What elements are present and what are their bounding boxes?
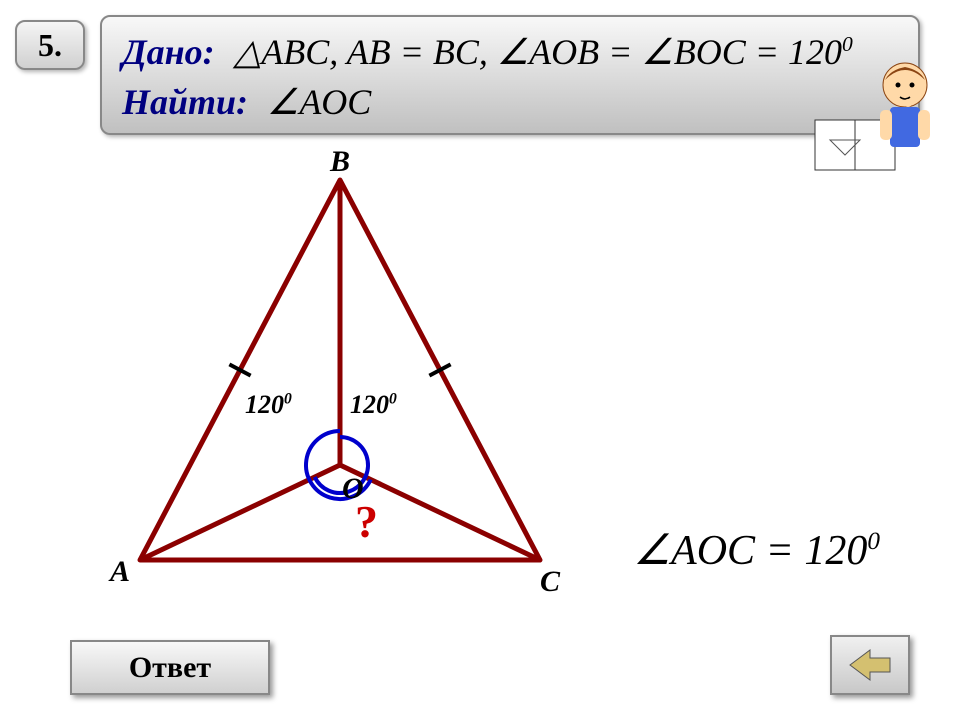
problem-number-badge: 5.: [15, 20, 85, 70]
problem-info-box: Дано: △ABC, AB = BC, ∠AOB = ∠BOC = 1200 …: [100, 15, 920, 135]
find-label: Найти:: [122, 82, 248, 122]
student-clipart: [810, 45, 940, 175]
vertex-b-label: B: [330, 145, 350, 179]
given-math: △ABC, AB = BC, ∠AOB = ∠BOC = 1200: [234, 32, 853, 72]
problem-number-text: 5.: [38, 27, 62, 64]
given-row: Дано: △ABC, AB = BC, ∠AOB = ∠BOC = 1200: [122, 27, 898, 77]
vertex-a-label: A: [110, 555, 130, 589]
answer-button[interactable]: Ответ: [70, 640, 270, 695]
angle-aob-label: 1200: [245, 390, 292, 420]
answer-button-label: Ответ: [129, 651, 211, 685]
vertex-c-label: C: [540, 565, 560, 599]
question-mark: ?: [355, 495, 378, 548]
answer-result: ∠AOC = 1200: [633, 525, 880, 575]
given-label: Дано:: [122, 32, 215, 72]
angle-boc-label: 1200: [350, 390, 397, 420]
nav-back-button[interactable]: [830, 635, 910, 695]
geometry-diagram: A B C O 1200 1200 ?: [80, 160, 600, 600]
triangle-svg: [80, 160, 600, 600]
find-row: Найти: ∠AOC: [122, 77, 898, 127]
find-math: ∠AOC: [267, 82, 371, 122]
back-arrow-icon: [845, 645, 895, 685]
